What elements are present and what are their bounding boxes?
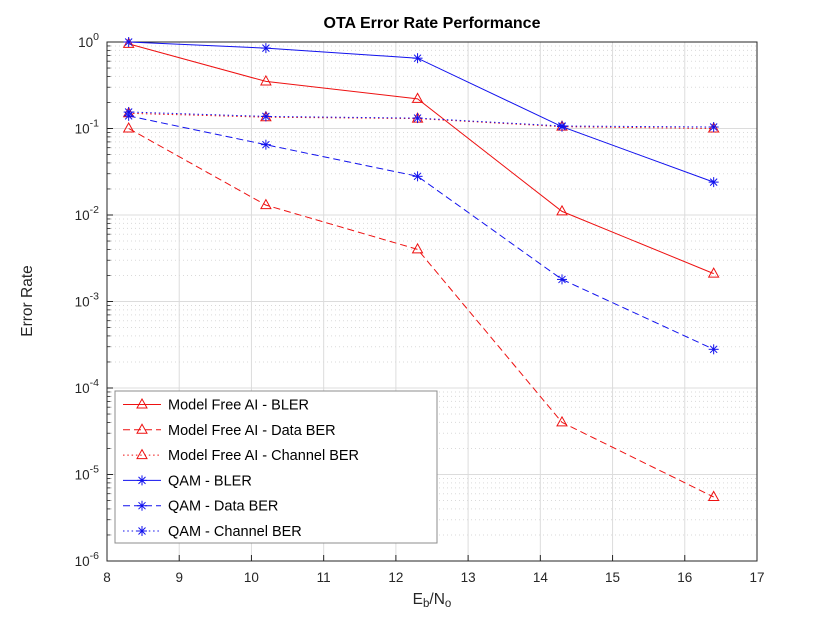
x-axis-label-main-1: E — [413, 591, 423, 608]
legend-entry: Model Free AI - Channel BER — [123, 448, 359, 464]
y-tick-label: 10-4 — [75, 377, 100, 396]
x-tick-label: 14 — [533, 570, 549, 585]
series-line-1 — [128, 128, 714, 498]
legend-entry: QAM - Data BER — [123, 499, 278, 515]
x-axis-label-sub-2: o — [445, 598, 451, 610]
y-tick-label: 10-1 — [75, 118, 100, 137]
asterisk-marker-icon — [412, 113, 423, 124]
triangle-marker-icon — [260, 74, 272, 86]
x-tick-label: 10 — [244, 570, 259, 585]
triangle-marker-icon — [260, 198, 272, 210]
legend-entry: QAM - Channel BER — [123, 524, 302, 540]
x-tick-label: 11 — [317, 570, 331, 585]
asterisk-marker-icon — [260, 139, 271, 150]
asterisk-marker-icon — [260, 43, 271, 54]
plot-area: 8 9 10 11 12 13 14 15 16 17 100 10-1 10-2 10-3 10-4 10-… — [75, 31, 765, 585]
triangle-marker-icon — [136, 397, 148, 409]
x-tick-label: 15 — [605, 570, 620, 585]
x-tick-label: 17 — [749, 570, 764, 585]
asterisk-marker-icon — [708, 122, 719, 133]
chart-title: OTA Error Rate Performance — [324, 15, 541, 32]
triangle-marker-icon — [136, 423, 148, 434]
y-tick-label: 10-3 — [75, 291, 100, 310]
asterisk-marker-icon — [123, 37, 134, 47]
x-tick-label: 9 — [175, 570, 183, 585]
triangle-marker-icon — [122, 121, 135, 133]
asterisk-marker-icon — [708, 177, 719, 188]
y-tick-label: 10-2 — [75, 204, 100, 223]
legend-label: QAM - BLER — [168, 473, 252, 489]
legend-label: Model Free AI - Channel BER — [168, 448, 359, 464]
asterisk-marker-icon — [137, 500, 147, 511]
legend-entry: Model Free AI - Data BER — [123, 423, 336, 439]
y-tick-label: 10-6 — [75, 550, 100, 569]
asterisk-marker-icon — [557, 274, 567, 285]
series-line-3 — [128, 41, 714, 183]
x-tick-label: 8 — [103, 570, 111, 585]
series-line-4 — [128, 115, 714, 350]
asterisk-marker-icon — [412, 53, 423, 64]
asterisk-marker-icon — [412, 171, 423, 182]
triangle-marker-icon — [136, 448, 148, 460]
triangle-marker-icon — [411, 92, 424, 103]
asterisk-marker-icon — [260, 111, 271, 122]
legend: Model Free AI - BLER Model Free AI - Data… — [114, 390, 438, 544]
x-axis-label: Eb/No — [413, 591, 452, 610]
y-tick-label: 100 — [78, 31, 99, 50]
triangle-marker-icon — [122, 37, 135, 48]
series-line-0 — [128, 43, 714, 275]
legend-label: QAM - Data BER — [168, 499, 278, 515]
series-line-2 — [128, 112, 714, 129]
legend-entry: Model Free AI - BLER — [123, 398, 309, 414]
legend-label: QAM - Channel BER — [168, 524, 302, 540]
x-tick-label: 12 — [388, 570, 403, 585]
asterisk-marker-icon — [557, 120, 567, 131]
asterisk-marker-icon — [123, 107, 134, 118]
legend-label: Model Free AI - Data BER — [168, 423, 336, 439]
x-tick-label: 13 — [461, 570, 476, 585]
triangle-marker-icon — [707, 490, 720, 501]
asterisk-marker-icon — [137, 475, 147, 486]
legend-entry: QAM - BLER — [123, 473, 252, 489]
triangle-marker-icon — [556, 204, 568, 216]
x-tick-label: 16 — [677, 570, 692, 585]
x-axis-label-main-2: /N — [429, 591, 445, 608]
legend-label: Model Free AI - BLER — [168, 398, 309, 414]
asterisk-marker-icon — [708, 344, 719, 355]
asterisk-marker-icon — [137, 526, 147, 536]
triangle-marker-icon — [556, 415, 568, 427]
x-axis-label-sub-1: b — [423, 598, 429, 610]
y-tick-label: 10-5 — [75, 464, 100, 483]
triangle-marker-icon — [411, 242, 424, 254]
triangle-marker-icon — [707, 267, 720, 278]
y-axis-label: Error Rate — [19, 265, 36, 337]
